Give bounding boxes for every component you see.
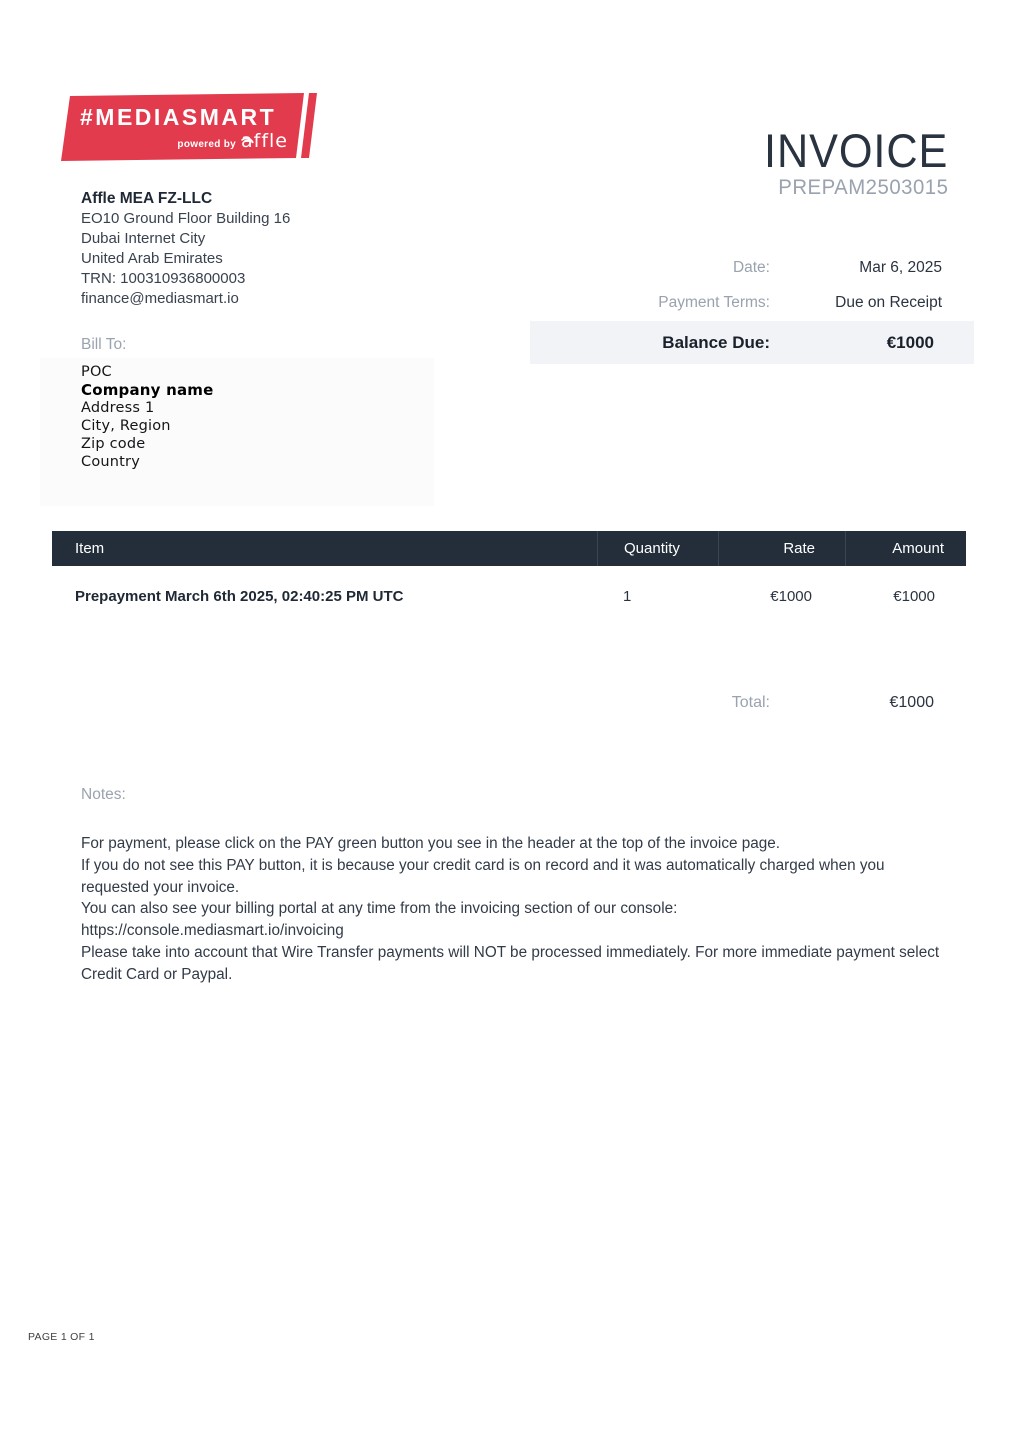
table-row: Prepayment March 6th 2025, 02:40:25 PM U…: [52, 566, 966, 605]
balance-due-value: €1000: [886, 332, 934, 352]
balance-due-row: Balance Due: €1000: [530, 321, 974, 364]
mediasmart-logo: #MEDIASMART powered by affle: [54, 92, 320, 164]
date-row: Date: Mar 6, 2025: [530, 259, 974, 277]
notes-line: You can also see your billing portal at …: [81, 900, 678, 918]
notes-billing-portal-url: https://console.mediasmart.io/invoicing: [81, 922, 344, 940]
seller-name: Affle MEA FZ-LLC: [81, 190, 213, 207]
notes-text: For payment, please click on the PAY gre…: [81, 833, 943, 986]
payment-terms-row: Payment Terms: Due on Receipt: [530, 294, 974, 312]
header-item: Item: [75, 540, 105, 557]
total-value: €1000: [889, 694, 935, 711]
notes-line: If you do not see this PAY button, it is…: [81, 856, 885, 896]
powered-by-text: powered by: [177, 139, 236, 150]
table-header-row: Item Quantity Rate Amount: [52, 531, 966, 566]
row-quantity: 1: [623, 588, 632, 605]
seller-address-line: United Arab Emirates: [81, 250, 223, 267]
payment-terms-label: Payment Terms:: [658, 294, 770, 311]
invoice-number: PREPAM2503015: [777, 176, 948, 199]
powered-by-affle: powered by affle: [177, 132, 288, 151]
bill-to-address: Address 1: [81, 400, 155, 416]
notes-label: Notes:: [81, 786, 126, 803]
brand-wordmark: #MEDIASMART: [80, 104, 277, 130]
seller-email: finance@mediasmart.io: [81, 290, 239, 307]
row-item: Prepayment March 6th 2025, 02:40:25 PM U…: [75, 588, 404, 605]
header-amount: Amount: [845, 531, 966, 566]
notes-line: For payment, please click on the PAY gre…: [81, 835, 781, 852]
date-value: Mar 6, 2025: [859, 259, 942, 276]
bill-to-country: Country: [81, 454, 141, 470]
affle-signal-arcs-icon: [241, 137, 254, 144]
bill-to-zip: Zip code: [81, 436, 146, 452]
affle-wordmark: affle: [241, 130, 288, 152]
invoice-meta: Date: Mar 6, 2025 Payment Terms: Due on …: [530, 259, 974, 364]
balance-due-label: Balance Due:: [662, 332, 770, 352]
total-label: Total:: [731, 694, 770, 711]
header-rate: Rate: [718, 531, 845, 566]
seller-address-block: Affle MEA FZ-LLC EO10 Ground Floor Build…: [81, 189, 290, 309]
bill-to-city-region: City, Region: [81, 418, 171, 434]
logo-shape: [61, 93, 317, 161]
date-label: Date:: [732, 259, 770, 276]
row-rate: €1000: [770, 588, 812, 605]
line-items-table: Item Quantity Rate Amount Prepayment Mar…: [52, 531, 966, 605]
notes-line: Please take into account that Wire Trans…: [81, 943, 940, 983]
bill-to-poc: POC: [81, 364, 112, 380]
seller-trn: TRN: 100310936800003: [81, 270, 246, 287]
bill-to-block: POC Company name Address 1 City, Region …: [40, 358, 434, 506]
seller-address-line: Dubai Internet City: [81, 230, 206, 247]
row-amount: €1000: [893, 588, 935, 605]
bill-to-company: Company name: [81, 381, 214, 399]
bill-to-label: Bill To:: [81, 336, 127, 353]
payment-terms-value: Due on Receipt: [835, 294, 942, 311]
invoice-title: INVOICE: [763, 124, 948, 177]
header-quantity: Quantity: [597, 531, 718, 566]
total-row: Total: €1000: [530, 694, 974, 712]
seller-address-line: EO10 Ground Floor Building 16: [81, 210, 291, 227]
page-number: PAGE 1 OF 1: [28, 1331, 95, 1343]
